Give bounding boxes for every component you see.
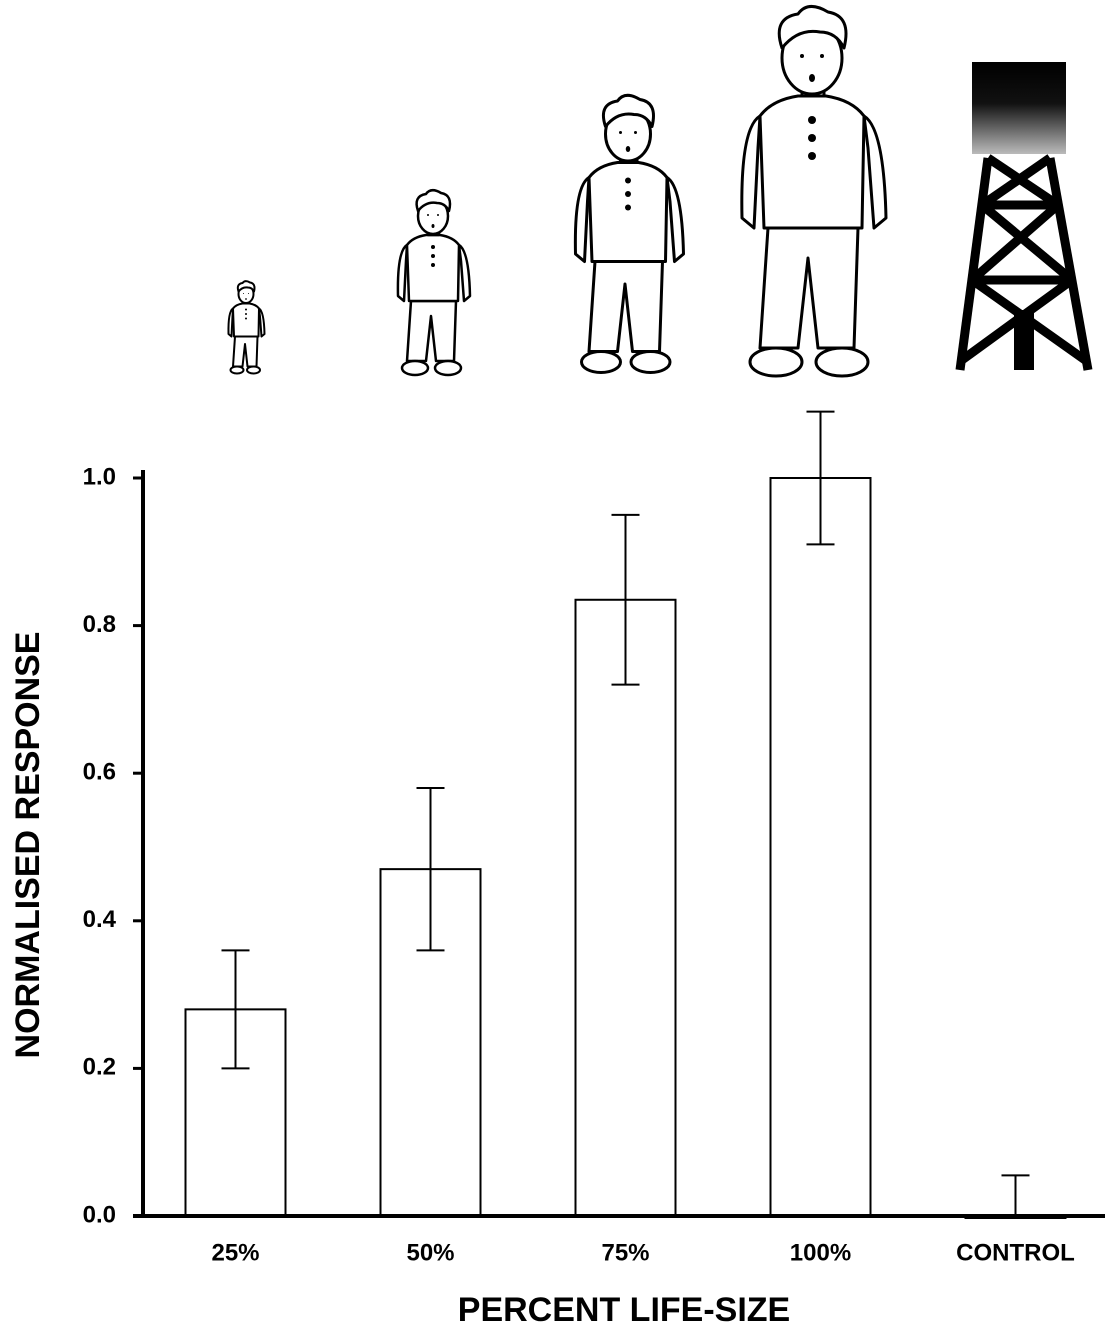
x-tick-label: CONTROL <box>956 1239 1075 1266</box>
bar <box>574 598 677 1217</box>
y-tick-label: 1.0 <box>83 463 116 490</box>
y-tick-label: 0.0 <box>83 1201 116 1228</box>
child-75 <box>573 93 685 374</box>
y-axis-title: NORMALISED RESPONSE <box>9 632 47 1059</box>
y-tick-label: 0.4 <box>83 906 117 933</box>
x-axis-title: PERCENT LIFE-SIZE <box>458 1291 790 1329</box>
x-tick-label: 25% <box>211 1239 259 1266</box>
bar <box>769 477 872 1217</box>
x-tick-label: 75% <box>601 1239 649 1266</box>
child-25 <box>227 280 266 375</box>
child-100 <box>740 4 888 378</box>
plot-area <box>221 410 1030 1216</box>
x-tick-label: 50% <box>406 1239 454 1266</box>
y-tick-label: 0.6 <box>83 759 116 786</box>
x-tick-label: 100% <box>790 1239 851 1266</box>
y-tick-label: 0.8 <box>83 611 116 638</box>
tower <box>955 62 1093 371</box>
child-50 <box>396 188 472 377</box>
y-tick-label: 0.2 <box>83 1054 116 1081</box>
